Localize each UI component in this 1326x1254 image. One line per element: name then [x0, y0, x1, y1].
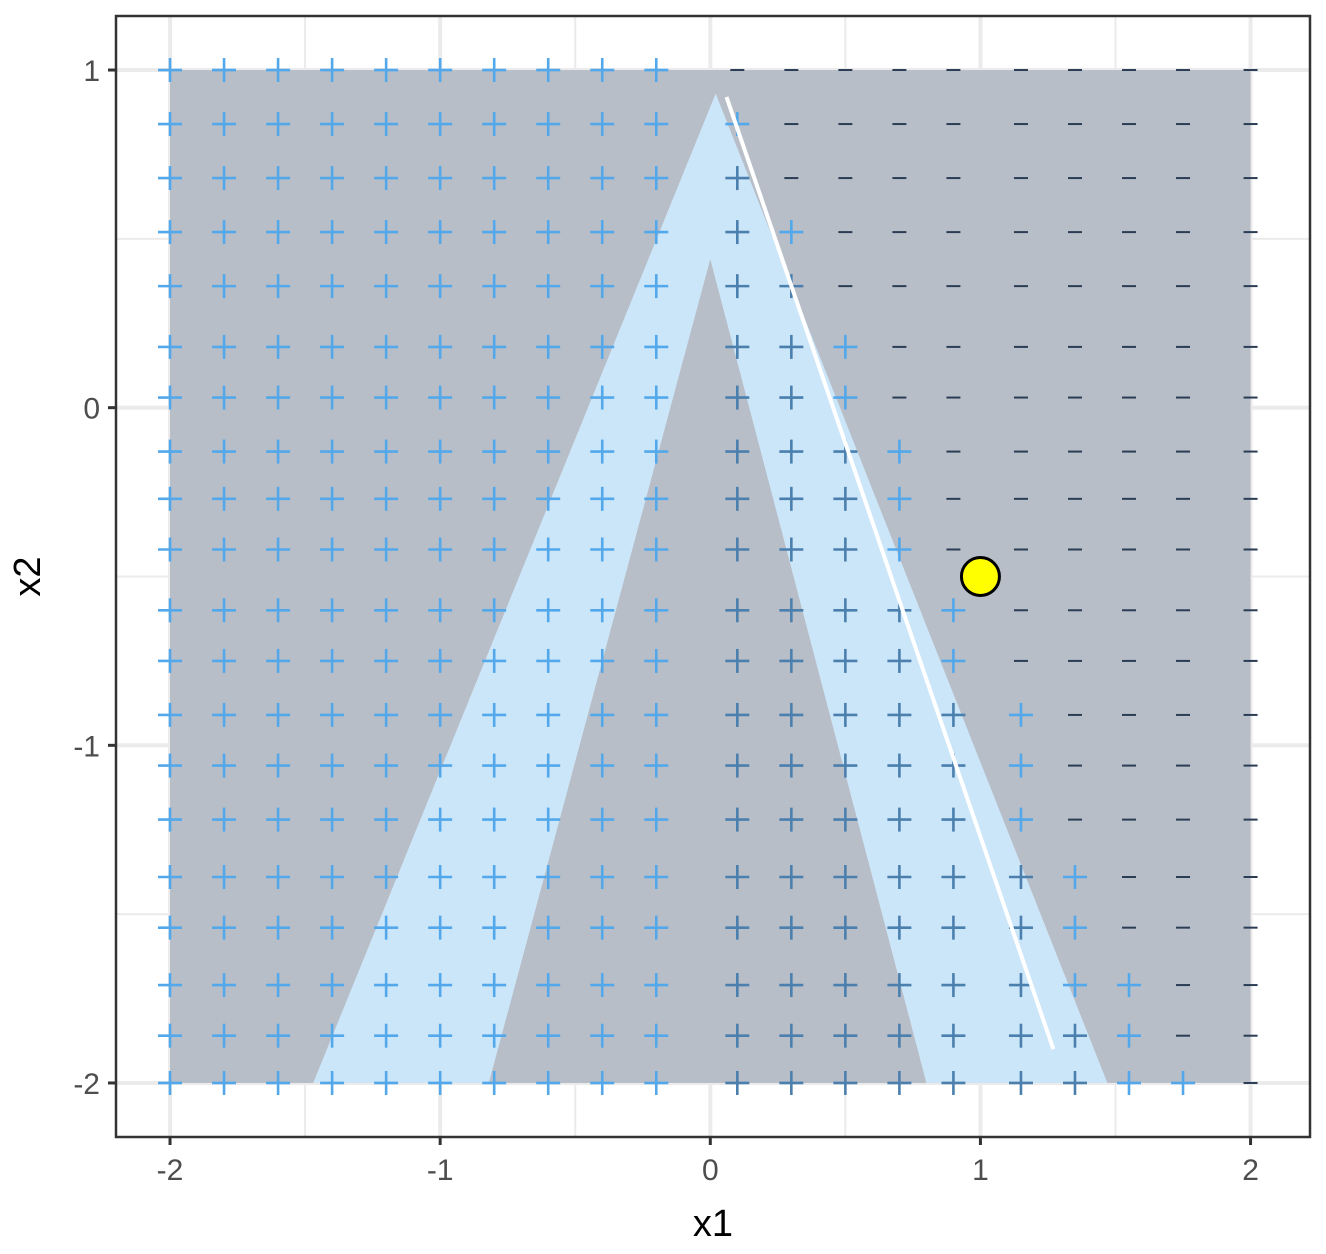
- x-tick-label: -1: [427, 1154, 454, 1187]
- y-tick-label: -2: [73, 1068, 100, 1101]
- sample-markers: [158, 58, 1258, 1095]
- y-axis-title: x2: [7, 556, 49, 596]
- highlight-point: [959, 556, 1001, 597]
- series: [724, 96, 1056, 1050]
- x-tick-label: 2: [1242, 1154, 1259, 1187]
- y-tick-label: -1: [73, 730, 100, 763]
- x-tick-label: -2: [157, 1154, 184, 1187]
- x-axis-ticks: -2 -1 0 1 2: [157, 1137, 1259, 1187]
- boundary-line: [724, 96, 1056, 1050]
- x-tick-label: 0: [702, 1154, 719, 1187]
- y-axis-ticks: 1 0 -1 -2: [73, 55, 116, 1101]
- x-tick-label: 1: [972, 1154, 989, 1187]
- panel-border: [114, 14, 1312, 1139]
- x-axis-title: x1: [693, 1203, 733, 1245]
- y-tick-label: 1: [83, 55, 100, 88]
- y-tick-label: 0: [83, 393, 100, 426]
